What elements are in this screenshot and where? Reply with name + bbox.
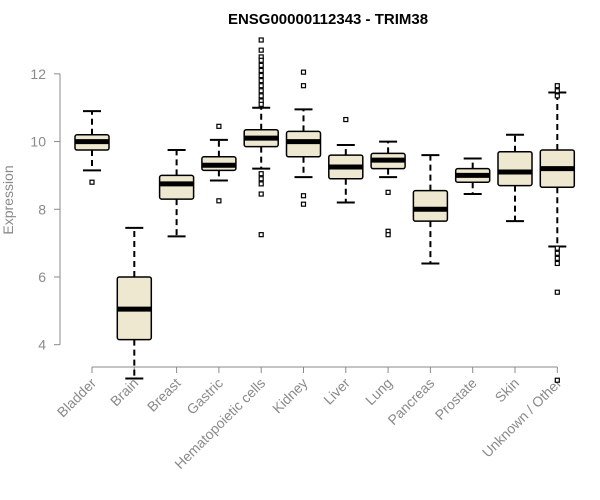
- box-brain: [116, 226, 153, 380]
- outlier-point: [258, 88, 264, 94]
- outlier-point: [258, 232, 264, 238]
- x-tick-label: Liver: [320, 375, 353, 408]
- box-unknown-other: [539, 83, 576, 383]
- x-tick-label: Bladder: [54, 375, 100, 421]
- outlier-point: [89, 179, 95, 185]
- outlier-point: [258, 176, 264, 182]
- outlier-point: [554, 289, 560, 295]
- outlier-point: [258, 93, 264, 99]
- box-iqr: [497, 150, 533, 187]
- outlier-point: [258, 72, 264, 79]
- outlier-point: [216, 123, 222, 129]
- outlier-point: [554, 377, 560, 383]
- outlier-point: [258, 191, 264, 197]
- box-liver: [328, 116, 364, 204]
- outlier-point: [300, 193, 307, 199]
- y-axis: 4 6 8 10 12: [30, 66, 61, 353]
- outlier-point: [258, 57, 264, 63]
- box-iqr: [158, 174, 195, 200]
- box-gastric: [201, 123, 237, 204]
- x-tick-label: Unknown / Other: [479, 375, 565, 461]
- outlier-point: [300, 83, 307, 89]
- y-axis-label: Expression: [0, 165, 16, 234]
- outlier-point: [258, 181, 264, 187]
- outlier-point: [343, 116, 349, 123]
- outlier-point: [300, 69, 307, 75]
- y-tick-label: 10: [30, 134, 46, 150]
- x-tick-label: Prostate: [432, 375, 480, 423]
- y-tick-label: 6: [38, 269, 46, 285]
- y-tick-label: 8: [38, 201, 46, 217]
- y-tick-label: 4: [38, 337, 46, 353]
- outlier-point: [258, 62, 264, 68]
- x-tick-label: Brain: [107, 375, 141, 409]
- outlier-point: [258, 83, 264, 89]
- box-breast: [158, 149, 195, 238]
- y-tick-label: 12: [30, 66, 46, 82]
- outlier-point: [554, 245, 560, 251]
- box-plots: [74, 37, 576, 383]
- box-hematopoietic-cells: [243, 37, 279, 238]
- outlier-point: [554, 260, 560, 267]
- chart-title: ENSG00000112343 - TRIM38: [228, 11, 428, 28]
- outlier-point: [300, 201, 307, 207]
- x-tick-label: Skin: [492, 375, 523, 406]
- outlier-point: [385, 232, 391, 238]
- box-kidney: [285, 69, 322, 207]
- box-iqr: [285, 130, 322, 158]
- box-iqr: [412, 189, 449, 222]
- box-pancreas: [412, 154, 449, 265]
- outlier-point: [258, 78, 264, 84]
- outlier-point: [554, 93, 560, 99]
- outlier-point: [554, 83, 560, 89]
- outlier-point: [554, 250, 560, 256]
- x-tick-label: Kidney: [269, 375, 311, 417]
- box-bladder: [74, 110, 110, 185]
- outlier-point: [216, 198, 222, 204]
- x-tick-label: Pancreas: [384, 375, 437, 428]
- box-prostate: [454, 157, 491, 196]
- outlier-point: [258, 101, 264, 107]
- box-lung: [370, 140, 406, 238]
- box-skin: [497, 133, 533, 223]
- outlier-point: [258, 37, 264, 43]
- outlier-point: [258, 171, 264, 177]
- outlier-point: [385, 189, 391, 195]
- x-tick-label: Breast: [144, 375, 184, 415]
- outlier-point: [258, 47, 264, 53]
- outlier-point: [554, 88, 560, 94]
- outlier-point: [554, 255, 560, 261]
- x-tick-label: Lung: [362, 375, 395, 408]
- outlier-point: [258, 67, 264, 74]
